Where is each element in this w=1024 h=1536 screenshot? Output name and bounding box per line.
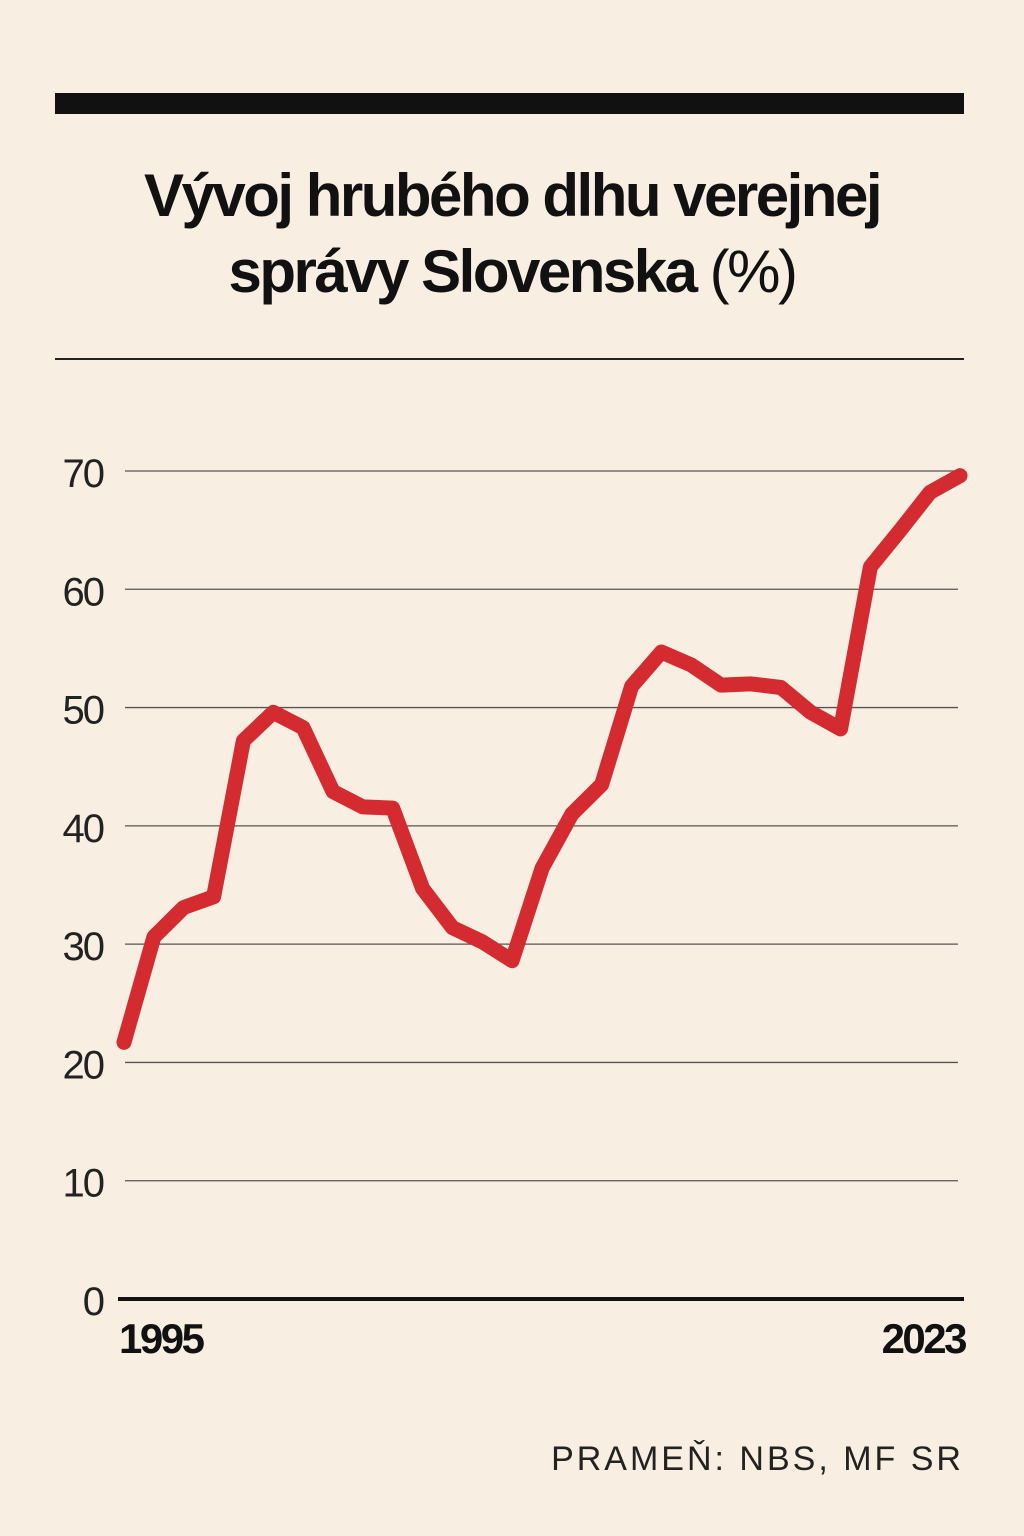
y-tick-label-70: 70 <box>63 452 104 496</box>
chart-title: Vývoj hrubého dlhu verejnej správy Slove… <box>40 158 984 310</box>
chart-title-line-2: správy Slovenska (%) <box>40 234 984 310</box>
x-tick-label-1995: 1995 <box>119 1315 205 1362</box>
series-line-0 <box>116 468 968 1050</box>
y-tick-label-60: 60 <box>63 570 104 614</box>
chart-title-line-1: Vývoj hrubého dlhu verejnej <box>144 162 883 229</box>
y-tick-label-20: 20 <box>63 1043 104 1087</box>
title-divider <box>55 358 964 360</box>
y-tick-label-0: 0 <box>83 1280 104 1324</box>
x-tick-label-2023: 2023 <box>882 1315 967 1362</box>
top-rule <box>55 93 964 114</box>
chart-title-unit: (%) <box>709 238 798 305</box>
y-tick-label-10: 10 <box>63 1162 104 1206</box>
y-tick-label-50: 50 <box>63 689 104 733</box>
y-tick-label-40: 40 <box>63 807 104 851</box>
chart-title-main: správy Slovenska <box>228 238 698 305</box>
y-tick-label-30: 30 <box>63 925 104 969</box>
source-note: PRAMEŇ: NBS, MF SR <box>551 1440 964 1478</box>
